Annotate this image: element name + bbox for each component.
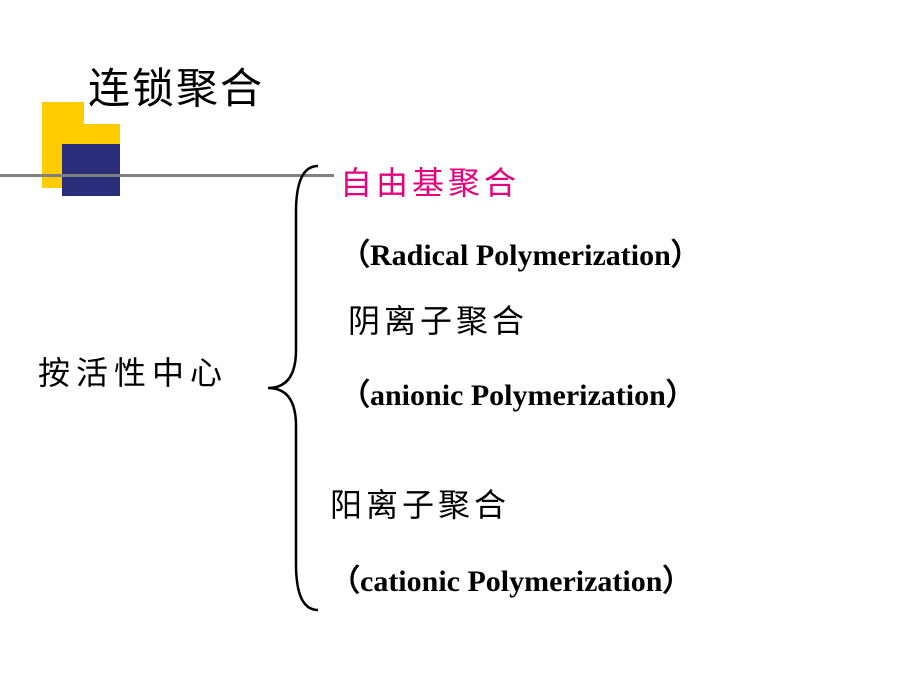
item-3-en: （cationic Polymerization）	[330, 556, 692, 600]
category-label: 按活性中心	[38, 348, 228, 394]
deco-yellow-square-1	[42, 102, 84, 144]
item-2-en: （anionic Polymerization）	[340, 370, 696, 414]
item-1-cn: 自由基聚合	[340, 158, 520, 204]
curly-brace	[262, 162, 324, 614]
deco-yellow-square-3	[84, 124, 120, 144]
deco-blue-square	[62, 144, 120, 196]
deco-yellow-square-2	[42, 144, 62, 188]
item-3-cn: 阳离子聚合	[330, 480, 510, 526]
item-1-en: （Radical Polymerization）	[340, 230, 701, 274]
item-2-cn: 阴离子聚合	[348, 296, 528, 342]
slide-title: 连锁聚合	[88, 55, 264, 116]
